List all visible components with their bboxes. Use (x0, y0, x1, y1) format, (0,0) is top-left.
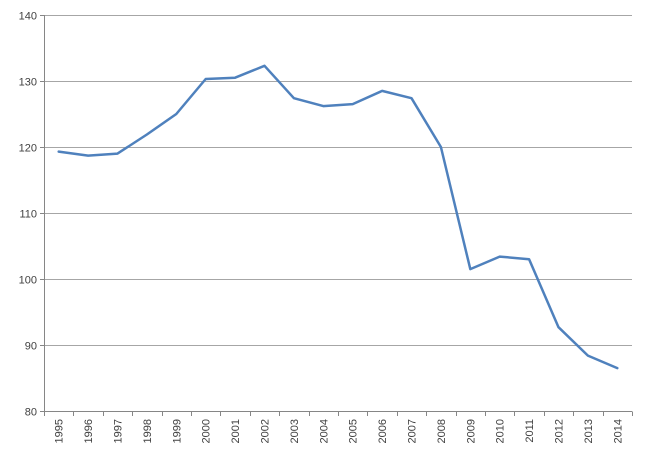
y-tick-label: 80 (25, 407, 37, 419)
x-tick-label: 2005 (348, 419, 360, 443)
axes (40, 15, 633, 416)
x-tick-label: 1997 (113, 419, 125, 443)
x-tick-label: 2009 (465, 419, 477, 443)
x-tick-label: 2013 (583, 419, 595, 443)
x-tick-label: 2010 (495, 419, 507, 443)
x-tick-label: 1996 (83, 419, 95, 443)
x-tick-label: 1998 (142, 419, 154, 443)
y-tick-label: 120 (19, 143, 37, 155)
x-tick-labels: 1995 1996 1997 1998 1999 2000 2001 2002 2003 2004… (54, 419, 625, 443)
series (57, 64, 619, 370)
x-tick-label: 2000 (201, 419, 213, 443)
y-tick-label: 100 (19, 275, 37, 287)
x-tick-label: 2014 (612, 419, 624, 443)
x-tick-label: 1995 (54, 419, 66, 443)
x-tick-label: 2004 (318, 419, 330, 443)
x-tick-label: 2011 (524, 419, 536, 443)
x-tick-label: 2003 (289, 419, 301, 443)
x-tick-label: 2006 (377, 419, 389, 443)
y-tick-label: 90 (25, 341, 37, 353)
y-tick-label: 110 (19, 209, 37, 221)
y-tick-labels: 80 90 100 110 120 130 140 (19, 11, 37, 419)
y-tick-label: 140 (19, 11, 37, 23)
series-line-0 (57, 64, 619, 370)
x-tick-label: 2001 (230, 419, 242, 443)
x-tick-label: 1999 (171, 419, 183, 443)
x-tick-label: 2008 (436, 419, 448, 443)
x-tick-label: 2007 (407, 419, 419, 443)
x-tick-label: 2002 (260, 419, 272, 443)
y-tick-label: 130 (19, 77, 37, 89)
x-tick-label: 2012 (554, 419, 566, 443)
gridlines (44, 15, 632, 346)
